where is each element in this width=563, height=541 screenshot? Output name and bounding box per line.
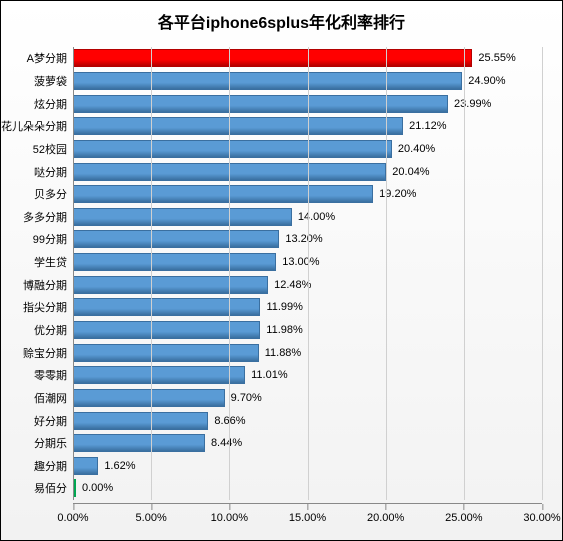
bar-value-label: 11.99% <box>260 301 303 313</box>
category-label: 哒分期 <box>34 164 73 180</box>
bar <box>73 434 205 452</box>
category-label: 分期乐 <box>34 435 73 451</box>
bar-value-label: 8.66% <box>208 415 245 427</box>
grid-line <box>308 47 309 500</box>
bar-value-label: 24.90% <box>462 75 505 87</box>
bar <box>73 140 392 158</box>
x-axis: 0.00%5.00%10.00%15.00%20.00%25.00%30.00% <box>73 504 542 530</box>
bar <box>73 412 208 430</box>
x-tick-label: 15.00% <box>289 512 326 524</box>
bar-value-label: 11.88% <box>259 347 302 359</box>
bar <box>73 298 260 316</box>
grid-line <box>464 47 465 500</box>
category-label: 炫分期 <box>34 96 73 112</box>
bar <box>73 457 98 475</box>
x-tick-label: 10.00% <box>211 512 248 524</box>
category-label: 博融分期 <box>23 277 73 293</box>
x-tick-label: 0.00% <box>57 512 88 524</box>
chart-container: 各平台iphone6splus年化利率排行 A梦分期25.55%菠萝袋24.90… <box>0 0 563 541</box>
bar-value-label: 1.62% <box>98 460 135 472</box>
grid-line <box>151 47 152 500</box>
bar-value-label: 20.40% <box>392 143 435 155</box>
bar <box>73 276 268 294</box>
plot-area: A梦分期25.55%菠萝袋24.90%炫分期23.99%花儿朵朵分期21.12%… <box>73 47 542 500</box>
bar-value-label: 14.00% <box>292 211 335 223</box>
bar-value-label: 13.20% <box>279 233 322 245</box>
bar-value-label: 8.44% <box>205 437 242 449</box>
category-label: 好分期 <box>34 413 73 429</box>
bar-highlight <box>73 49 472 67</box>
bar <box>73 117 403 135</box>
bar-value-label: 20.04% <box>386 166 429 178</box>
category-label: A梦分期 <box>27 50 73 66</box>
bar-value-label: 0.00% <box>76 482 113 494</box>
x-tick-label: 25.00% <box>445 512 482 524</box>
bar <box>73 321 260 339</box>
category-label: 多多分期 <box>23 209 73 225</box>
grid-line <box>386 47 387 500</box>
bar-value-label: 23.99% <box>448 98 491 110</box>
bar-value-label: 11.01% <box>245 369 288 381</box>
category-label: 易佰分 <box>34 480 73 496</box>
bar <box>73 344 259 362</box>
bar-value-label: 19.20% <box>373 188 416 200</box>
bar-value-label: 12.48% <box>268 279 311 291</box>
bar <box>73 95 448 113</box>
bar-value-label: 11.98% <box>260 324 303 336</box>
x-tick-label: 5.00% <box>136 512 167 524</box>
category-label: 99分期 <box>33 231 73 247</box>
x-tick-label: 20.00% <box>367 512 404 524</box>
category-label: 佰潮网 <box>34 390 73 406</box>
bar <box>73 208 292 226</box>
category-label: 52校园 <box>33 141 73 157</box>
category-label: 趣分期 <box>34 458 73 474</box>
bar <box>73 72 462 90</box>
bar <box>73 230 279 248</box>
bar <box>73 366 245 384</box>
category-label: 菠萝袋 <box>34 73 73 89</box>
grid-line <box>73 47 74 500</box>
bar-value-label: 25.55% <box>472 52 515 64</box>
category-label: 优分期 <box>34 322 73 338</box>
category-label: 指尖分期 <box>23 299 73 315</box>
category-label: 花儿朵朵分期 <box>1 118 73 134</box>
grid-line <box>229 47 230 500</box>
bar <box>73 253 276 271</box>
bar-value-label: 21.12% <box>403 120 446 132</box>
bar-value-label: 13.00% <box>276 256 319 268</box>
chart-title: 各平台iphone6splus年化利率排行 <box>1 1 562 33</box>
bar <box>73 389 225 407</box>
category-label: 学生贷 <box>34 254 73 270</box>
category-label: 零零期 <box>34 367 73 383</box>
category-label: 贝多分 <box>34 186 73 202</box>
bar <box>73 185 373 203</box>
grid-line <box>542 47 543 500</box>
x-tick-label: 30.00% <box>523 512 560 524</box>
category-label: 赊宝分期 <box>23 345 73 361</box>
